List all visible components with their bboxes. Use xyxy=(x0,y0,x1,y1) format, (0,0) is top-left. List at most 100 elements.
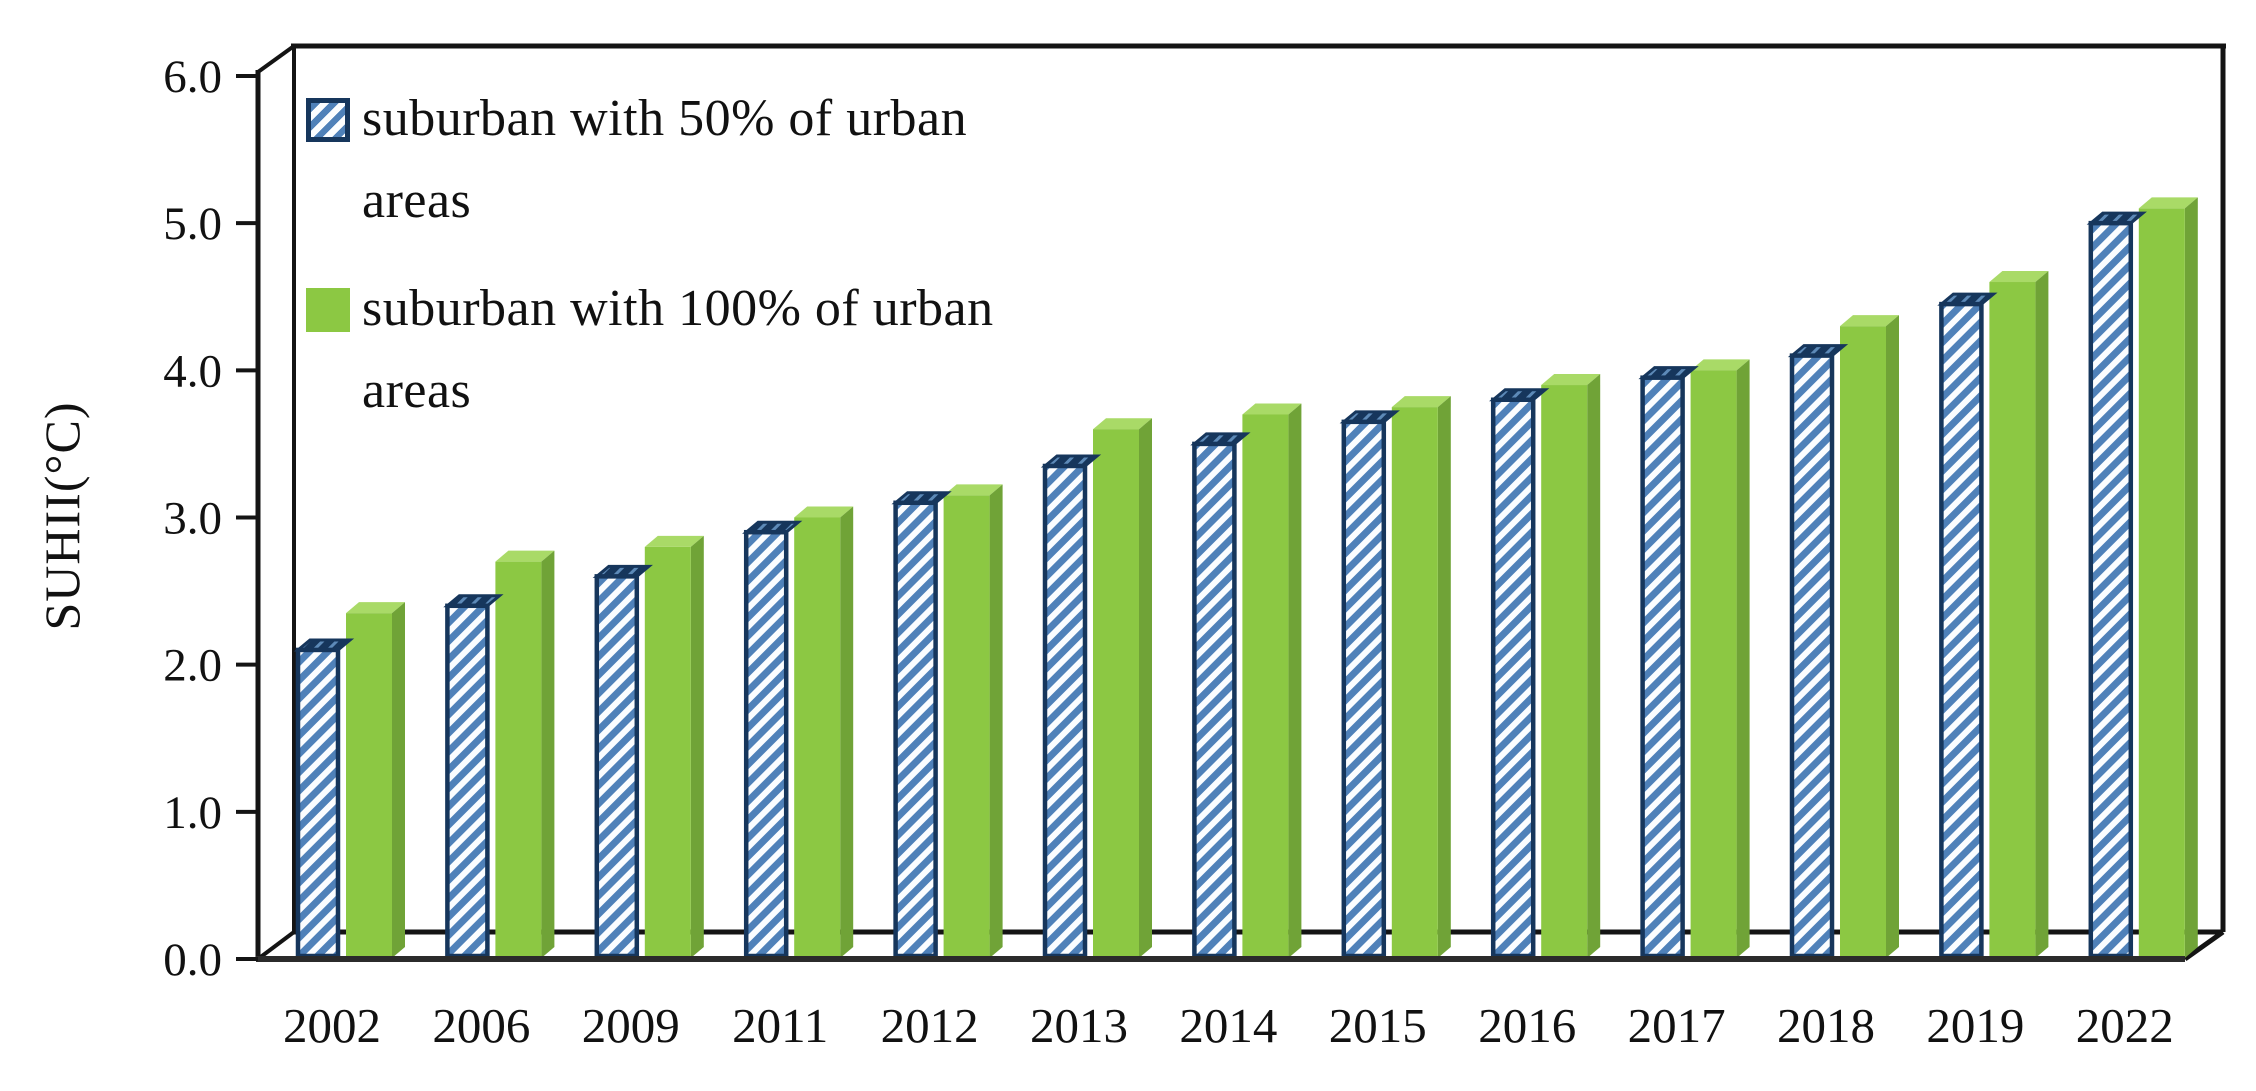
bar-100pct-side-2014 xyxy=(1288,403,1302,958)
bar-50pct-2018 xyxy=(1789,353,1835,959)
y-axis-title: SUHII(°C) xyxy=(34,401,90,631)
bar-group-2014 xyxy=(1190,403,1302,959)
bar-100pct-2009 xyxy=(644,546,691,958)
bar-50pct-2019 xyxy=(1939,301,1984,959)
legend-label-suburban-100: suburban with 100% of urban areas xyxy=(362,268,994,432)
bar-group-2022 xyxy=(2086,197,2198,959)
bar-100pct-top-2006 xyxy=(495,550,555,562)
bar-100pct-side-2019 xyxy=(2035,271,2049,958)
bar-50pct-2006 xyxy=(445,603,490,959)
bar-50pct-2015 xyxy=(1341,419,1387,959)
x-label-2011: 2011 xyxy=(732,998,828,1053)
bar-100pct-side-2016 xyxy=(1587,374,1601,958)
bar-50pct-2016 xyxy=(1490,397,1536,959)
bar-100pct-side-2009 xyxy=(690,535,704,958)
bar-100pct-2015 xyxy=(1391,407,1438,958)
bar-100pct-side-2006 xyxy=(541,550,555,958)
bar-100pct-side-2012 xyxy=(989,484,1003,958)
bar-group-2019 xyxy=(1937,271,2049,959)
bar-100pct-2017 xyxy=(1690,370,1737,958)
y-tick-label-5.0: 5.0 xyxy=(163,198,222,250)
bar-100pct-top-2016 xyxy=(1541,374,1601,386)
bar-100pct-side-2017 xyxy=(1736,359,1750,958)
legend-label-line2: areas xyxy=(362,362,472,419)
y-tick-label-2.0: 2.0 xyxy=(163,640,222,692)
bar-100pct-side-2022 xyxy=(2184,197,2198,959)
x-label-2014: 2014 xyxy=(1179,998,1277,1053)
depth-diagonal-bottom-left xyxy=(256,930,296,961)
legend-label-suburban-50: suburban with 50% of urban areas xyxy=(362,78,967,242)
y-tick-label-6.0: 6.0 xyxy=(163,51,222,103)
bar-50pct-2017 xyxy=(1640,375,1685,959)
bar-group-2017 xyxy=(1638,359,1750,959)
bar-group-2015 xyxy=(1339,396,1451,959)
bar-100pct-2013 xyxy=(1093,429,1139,958)
bar-100pct-top-2022 xyxy=(2138,197,2198,209)
blue-hatch-swatch xyxy=(306,98,350,142)
legend-item-suburban-50: suburban with 50% of urban areas xyxy=(306,78,1036,242)
bar-100pct-side-2018 xyxy=(1886,315,1899,958)
bar-100pct-2018 xyxy=(1840,326,1886,958)
bar-100pct-top-2017 xyxy=(1690,359,1750,371)
bar-group-2006 xyxy=(443,550,555,959)
bar-100pct-top-2019 xyxy=(1989,271,2049,283)
bar-100pct-side-2013 xyxy=(1139,418,1152,958)
legend-label-line1: suburban with 100% of urban xyxy=(362,280,994,337)
bar-group-2009 xyxy=(592,535,704,959)
bar-group-2018 xyxy=(1787,315,1899,959)
depth-diagonal-top-left xyxy=(256,44,296,74)
green-solid-swatch xyxy=(306,288,350,332)
legend-item-suburban-100: suburban with 100% of urban areas xyxy=(306,268,1036,432)
x-label-2006: 2006 xyxy=(432,998,530,1053)
bar-100pct-side-2011 xyxy=(840,506,854,958)
bar-100pct-top-2009 xyxy=(644,535,704,547)
bar-50pct-2002 xyxy=(295,647,341,959)
bar-group-2012 xyxy=(891,484,1003,959)
x-label-2015: 2015 xyxy=(1329,998,1427,1053)
bar-100pct-top-2011 xyxy=(794,506,854,518)
bar-100pct-side-2002 xyxy=(392,602,405,958)
legend-label-line2: areas xyxy=(362,172,472,229)
x-label-2018: 2018 xyxy=(1777,998,1875,1053)
bar-group-2016 xyxy=(1489,374,1601,959)
bar-100pct-2012 xyxy=(943,495,990,958)
bar-100pct-2016 xyxy=(1541,385,1588,958)
bar-50pct-2011 xyxy=(743,529,789,959)
x-label-2016: 2016 xyxy=(1478,998,1576,1053)
bar-100pct-2002 xyxy=(346,613,392,958)
bar-100pct-2011 xyxy=(794,517,841,958)
x-label-2022: 2022 xyxy=(2076,998,2174,1053)
x-label-2012: 2012 xyxy=(881,998,979,1053)
y-tick-label-1.0: 1.0 xyxy=(163,787,222,839)
bar-100pct-top-2012 xyxy=(943,484,1003,496)
bar-100pct-2022 xyxy=(2138,208,2185,959)
x-label-2009: 2009 xyxy=(582,998,680,1053)
bar-50pct-2022 xyxy=(2088,220,2134,959)
bar-group-2002 xyxy=(293,602,405,959)
bar-50pct-2012 xyxy=(893,500,938,959)
x-label-2002: 2002 xyxy=(283,998,381,1053)
y-tick-label-0.0: 0.0 xyxy=(163,934,222,986)
bar-100pct-top-2002 xyxy=(346,602,405,614)
bar-50pct-2013 xyxy=(1042,463,1088,959)
y-tick-label-3.0: 3.0 xyxy=(163,492,222,544)
bar-100pct-top-2015 xyxy=(1391,396,1451,408)
bar-group-2011 xyxy=(742,506,854,959)
bar-100pct-2014 xyxy=(1242,414,1289,958)
bar-100pct-2019 xyxy=(1989,282,2036,958)
bar-50pct-2009 xyxy=(594,574,640,959)
depth-diagonal-bottom-right xyxy=(2183,929,2225,962)
legend-label-line1: suburban with 50% of urban xyxy=(362,90,968,147)
x-label-2013: 2013 xyxy=(1030,998,1128,1053)
bar-100pct-top-2014 xyxy=(1242,403,1302,415)
legend: suburban with 50% of urban areas suburba… xyxy=(306,78,1036,432)
bar-50pct-2014 xyxy=(1192,441,1237,959)
bar-100pct-top-2013 xyxy=(1093,418,1152,430)
bar-100pct-top-2018 xyxy=(1840,315,1899,327)
x-label-2017: 2017 xyxy=(1628,998,1726,1053)
bar-group-2013 xyxy=(1040,418,1152,959)
y-tick-label-4.0: 4.0 xyxy=(163,345,222,397)
bar-100pct-side-2015 xyxy=(1437,396,1451,958)
